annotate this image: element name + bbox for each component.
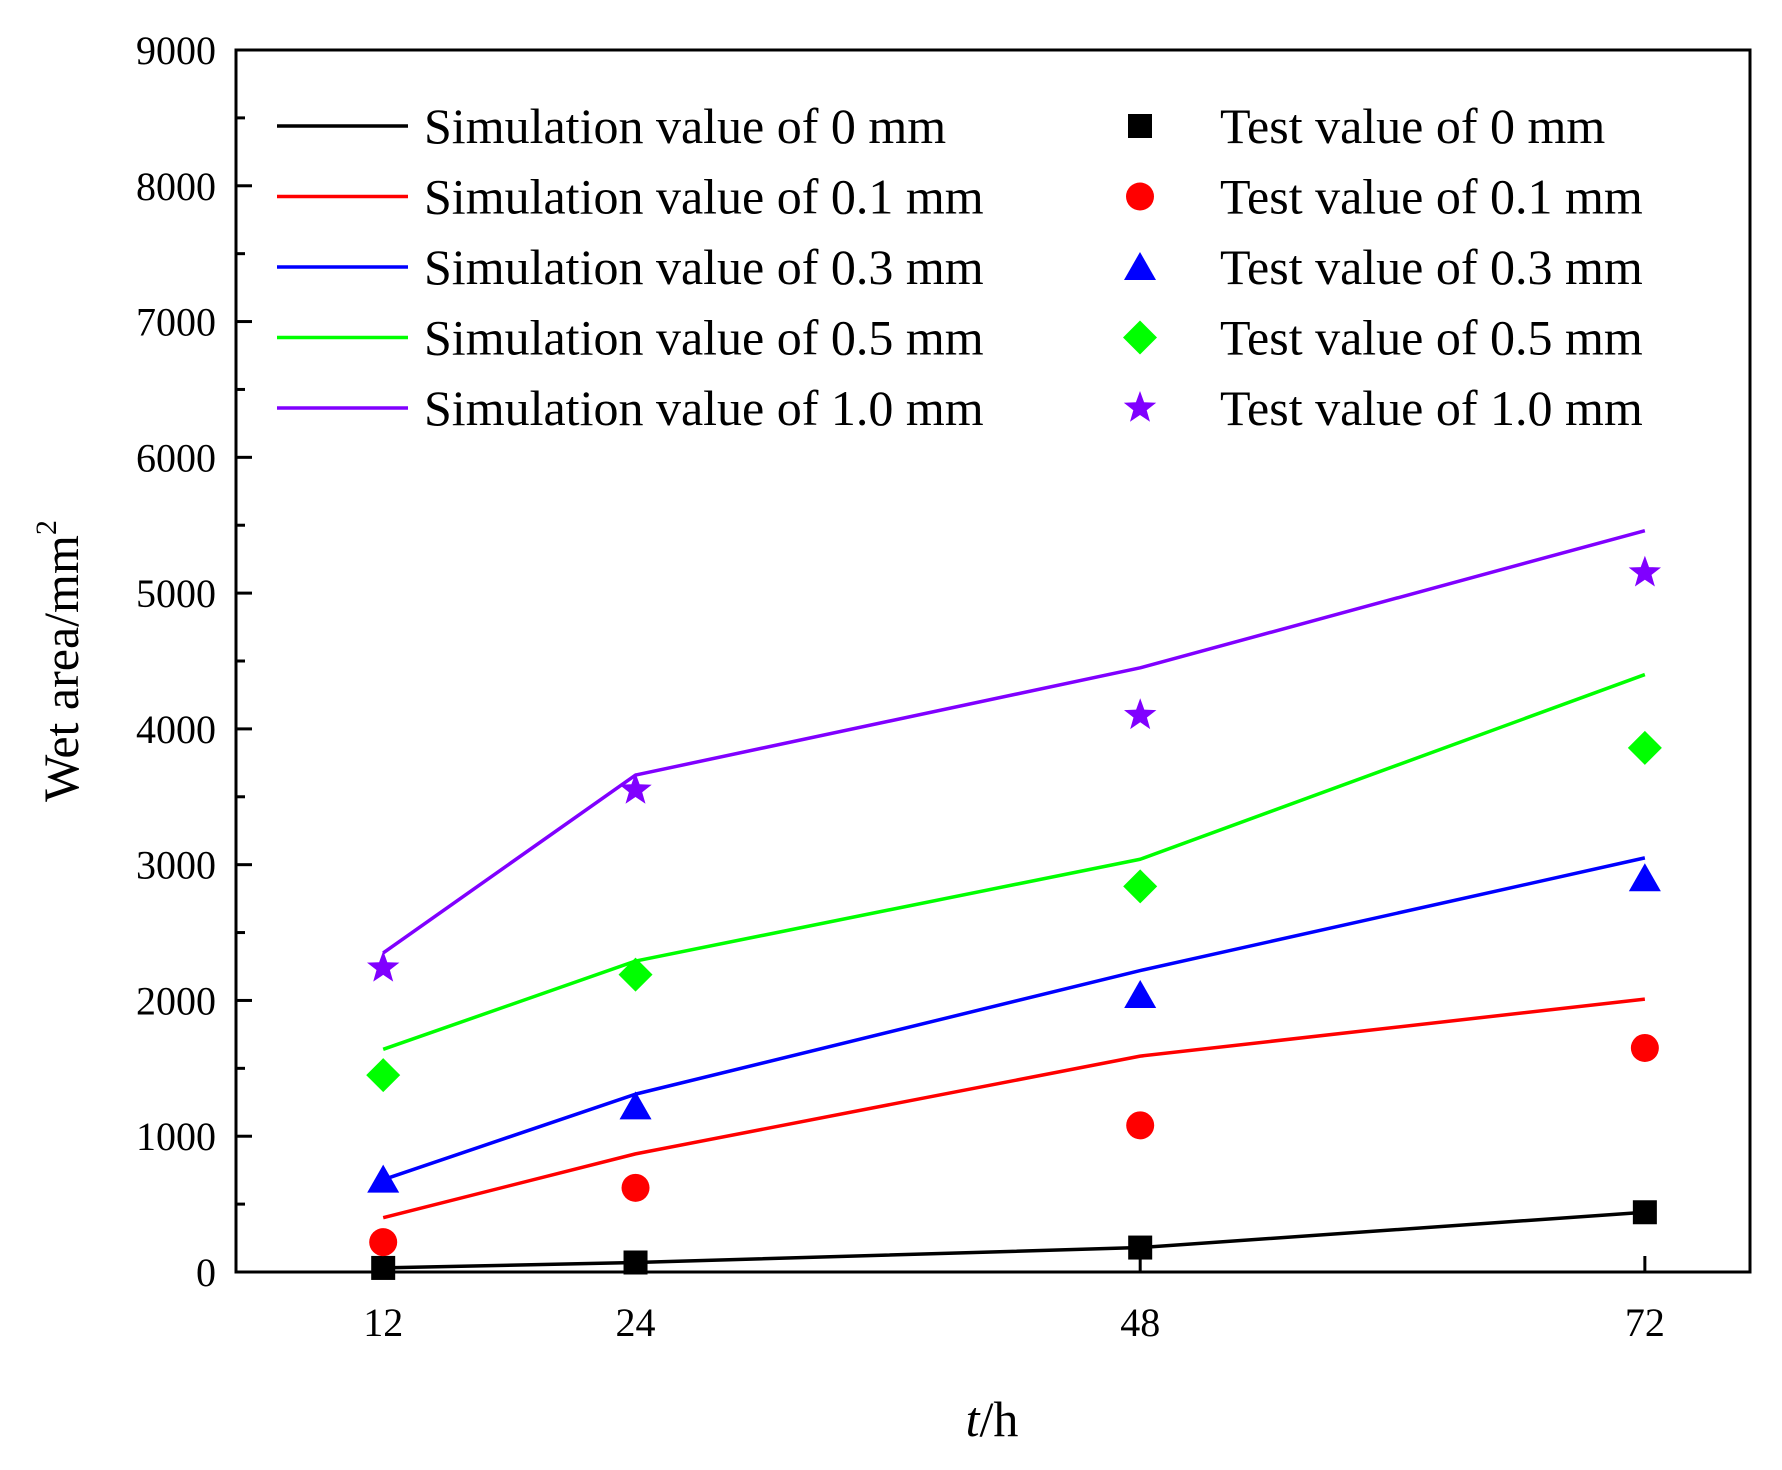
- x-axis-title-unit: h: [993, 1391, 1018, 1447]
- y-tick-label: 3000: [136, 843, 216, 888]
- y-tick-label: 7000: [136, 300, 216, 345]
- legend-label: Test value of 0 mm: [1220, 98, 1605, 154]
- series-line-1: [382, 997, 1646, 1220]
- data-point-5-0: [371, 1255, 396, 1280]
- y-tick-label: 2000: [136, 978, 216, 1023]
- data-point-5-3: [1632, 1200, 1657, 1225]
- data-point-7-3: [1628, 863, 1661, 892]
- legend-marker-swatch: [1123, 391, 1157, 422]
- data-point-8-2: [1123, 869, 1158, 904]
- data-point-7-2: [1124, 980, 1157, 1009]
- series-line-3: [382, 672, 1646, 1051]
- data-point-7-0: [367, 1164, 400, 1193]
- plot-frame: [234, 48, 1752, 1274]
- x-axis-title: t/h: [966, 1391, 1019, 1447]
- series-markers: [366, 555, 1662, 1280]
- y-axis-title: Wet area/mm2: [30, 520, 89, 802]
- x-tick-label: 12: [363, 1300, 403, 1345]
- x-axis-ticks: 12 24 48 72: [363, 1256, 1665, 1345]
- legend-marker-swatch: [1124, 252, 1156, 280]
- legend-label: Simulation value of 0.3 mm: [424, 239, 984, 295]
- x-tick-label: 72: [1625, 1300, 1665, 1345]
- legend: Simulation value of 0 mm Simulation value…: [277, 98, 1643, 436]
- data-point-9-3: [1628, 555, 1661, 587]
- data-point-6-2: [1126, 1111, 1155, 1140]
- data-point-8-3: [1627, 730, 1662, 765]
- data-point-6-3: [1630, 1033, 1659, 1062]
- x-tick-label: 24: [616, 1300, 656, 1345]
- legend-label: Test value of 1.0 mm: [1220, 380, 1643, 436]
- data-point-9-2: [1124, 698, 1157, 730]
- legend-label: Simulation value of 0.1 mm: [424, 169, 984, 225]
- data-point-9-1: [619, 773, 652, 804]
- y-axis-title-text: Wet area/mm: [33, 535, 89, 802]
- data-point-5-2: [1128, 1235, 1153, 1260]
- data-point-7-1: [619, 1091, 652, 1120]
- series-line-0: [383, 1210, 1645, 1270]
- y-tick-label: 9000: [136, 28, 216, 73]
- legend-label: Simulation value of 0 mm: [424, 98, 946, 154]
- series-line-2: [382, 856, 1646, 1182]
- data-point-8-1: [618, 957, 653, 992]
- data-point-6-0: [369, 1228, 398, 1257]
- legend-marker-swatch: [1123, 320, 1157, 355]
- y-tick-label: 5000: [136, 571, 216, 616]
- legend-marker-swatch: [1126, 182, 1154, 211]
- legend-label: Test value of 0.3 mm: [1220, 239, 1643, 295]
- series-lines: [382, 528, 1646, 1270]
- legend-label: Simulation value of 0.5 mm: [424, 310, 984, 366]
- data-point-9-0: [367, 950, 400, 982]
- series-line-4: [382, 528, 1646, 955]
- legend-label: Test value of 0.1 mm: [1220, 169, 1643, 225]
- y-axis-ticks: 0 1000 2000 3000 4000 5000 6000 7000 8000 9000: [136, 28, 252, 1295]
- legend-label: Simulation value of 1.0 mm: [424, 380, 984, 436]
- x-axis-title-separator: /: [980, 1391, 994, 1447]
- y-tick-label: 8000: [136, 164, 216, 209]
- y-tick-label: 0: [196, 1250, 216, 1295]
- data-point-8-0: [366, 1058, 401, 1093]
- data-point-5-1: [623, 1250, 648, 1275]
- y-tick-label: 4000: [136, 707, 216, 752]
- legend-label: Test value of 0.5 mm: [1220, 310, 1643, 366]
- y-tick-label: 6000: [136, 435, 216, 480]
- x-tick-label: 48: [1120, 1300, 1160, 1345]
- y-axis-title-superscript: 2: [30, 520, 63, 535]
- legend-marker-swatch: [1128, 114, 1152, 138]
- y-tick-label: 1000: [136, 1114, 216, 1159]
- data-point-6-1: [621, 1173, 650, 1202]
- x-axis-title-variable: t: [966, 1391, 981, 1447]
